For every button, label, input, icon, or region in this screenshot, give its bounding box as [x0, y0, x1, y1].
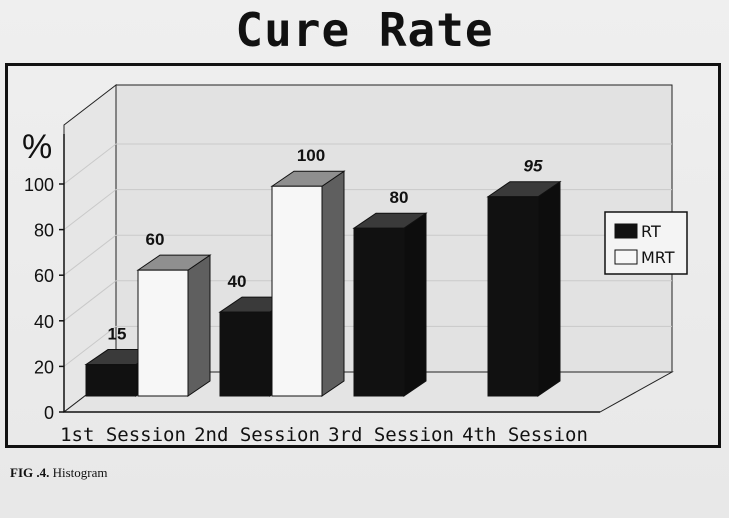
y-tick-label: 40: [34, 312, 54, 332]
x-tick-label: 2nd Session: [194, 424, 320, 446]
data-label-mrt: 100: [297, 146, 325, 165]
data-label-mrt: 60: [146, 230, 165, 249]
bar-rt: [219, 311, 271, 397]
side-wall-level-line: [63, 280, 117, 322]
y-tick-label: 0: [44, 403, 54, 423]
bar-side-rt: [537, 180, 561, 397]
y-tick-label: 60: [34, 266, 54, 286]
data-label-rt: 40: [228, 272, 247, 291]
bar-mrt: [271, 185, 323, 397]
x-tick-label: 1st Session: [60, 424, 186, 446]
bar-side-mrt: [321, 170, 345, 397]
bar-side-mrt: [187, 254, 211, 397]
side-wall-level-line: [63, 234, 117, 276]
figure-label: FIG .4.: [10, 465, 50, 480]
side-wall-level-line: [63, 143, 117, 185]
data-label-rt: 95: [524, 157, 543, 176]
side-wall-level-line: [63, 326, 117, 367]
legend-swatch-mrt: [614, 249, 638, 265]
y-tick-label: 80: [34, 221, 54, 241]
chart-frame: [5, 63, 721, 448]
legend-label-rt: RT: [641, 222, 661, 241]
bar-rt: [353, 227, 405, 397]
figure-caption: FIG .4. Histogram: [10, 465, 108, 481]
x-tick-label: 3rd Session: [328, 424, 454, 446]
bar-rt: [85, 364, 137, 397]
y-tick-label: 100: [24, 175, 54, 195]
side-wall-level-line: [63, 189, 117, 230]
figure-caption-text: Histogram: [52, 465, 108, 480]
bar-mrt: [137, 269, 189, 397]
data-label-rt: 15: [108, 325, 127, 344]
legend-swatch-rt: [614, 223, 638, 239]
bar-side-rt: [403, 212, 427, 397]
x-tick-label: 4th Session: [462, 424, 588, 446]
bar-rt: [487, 196, 539, 397]
y-axis-label: %: [22, 128, 52, 166]
chart-title: Cure Rate: [235, 3, 494, 57]
legend-label-mrt: MRT: [641, 248, 675, 267]
y-tick-label: 20: [34, 357, 54, 377]
data-label-rt: 80: [390, 188, 409, 207]
